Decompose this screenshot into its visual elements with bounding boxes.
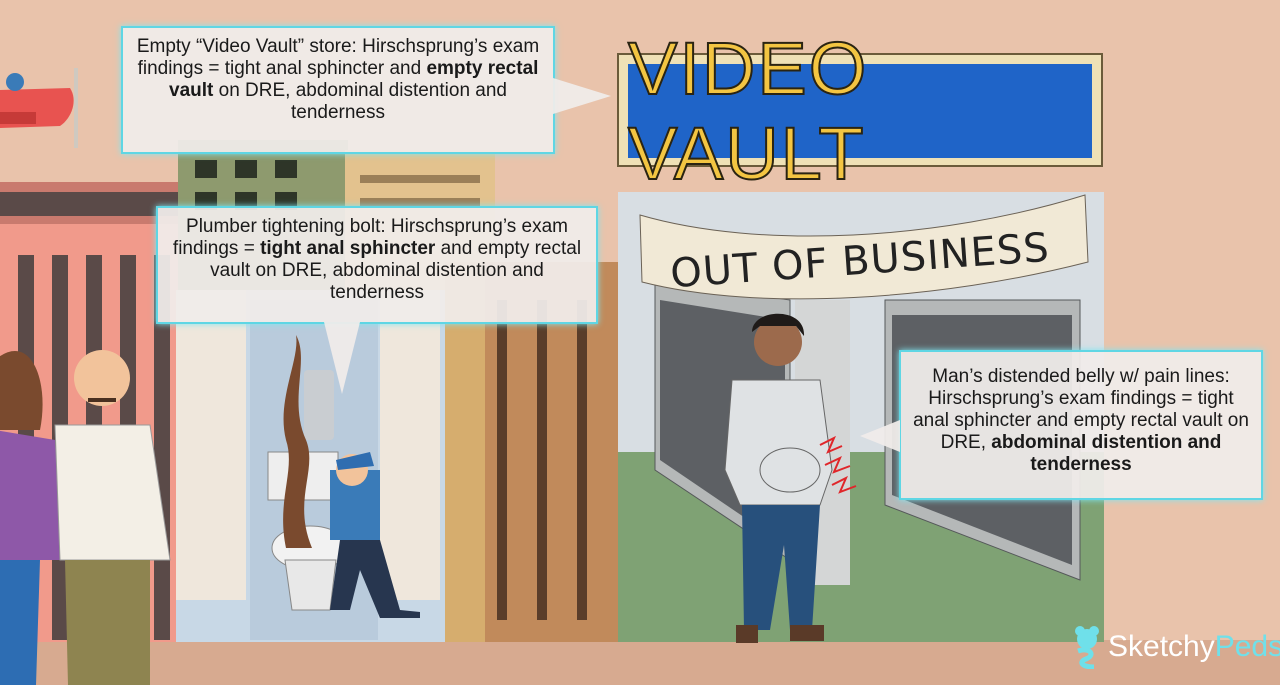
callout-text: and empty rectal vault on DRE, abdominal… xyxy=(210,238,582,303)
callout-man: Man’s distended belly w/ pain lines: Hir… xyxy=(899,350,1263,500)
restroom xyxy=(176,290,446,642)
callout-video-vault: Empty “Video Vault” store: Hirschsprung’… xyxy=(121,26,555,154)
callout-bold-text: abdominal distention and tenderness xyxy=(991,432,1222,475)
callout-tail xyxy=(553,78,611,114)
callout-bold-text: tight anal sphincter xyxy=(260,238,436,259)
callout-plumber: Plumber tightening bolt: Hirschsprung’s … xyxy=(156,206,598,324)
callout-text: Empty “Video Vault” store: Hirschsprung’… xyxy=(136,36,540,79)
logo-word-peds: Peds xyxy=(1214,630,1280,663)
banner-shape xyxy=(639,194,1089,300)
callout-bold-text: empty rectal vault xyxy=(169,58,539,101)
callout-text: Plumber tightening bolt: Hirschsprung’s … xyxy=(172,216,568,259)
logo-word-sketchy: Sketchy xyxy=(1108,630,1215,663)
callout-tail xyxy=(860,420,900,452)
sketchypeds-logo: Sketchy Peds xyxy=(1072,625,1280,669)
store-sign-text: VIDEO VAULT xyxy=(627,26,869,196)
callout-text: on DRE, abdominal distention and tendern… xyxy=(213,80,507,123)
plane xyxy=(0,68,78,148)
callout-text: Man’s distended belly w/ pain lines: Hir… xyxy=(913,366,1249,453)
brown-building xyxy=(445,262,620,642)
sidewalk xyxy=(0,640,1280,685)
man-figure xyxy=(724,313,857,643)
teddy-bear-icon xyxy=(1075,626,1099,669)
couple-figures xyxy=(0,350,171,685)
sign-panel xyxy=(628,64,1092,158)
callout-tail xyxy=(324,322,360,394)
